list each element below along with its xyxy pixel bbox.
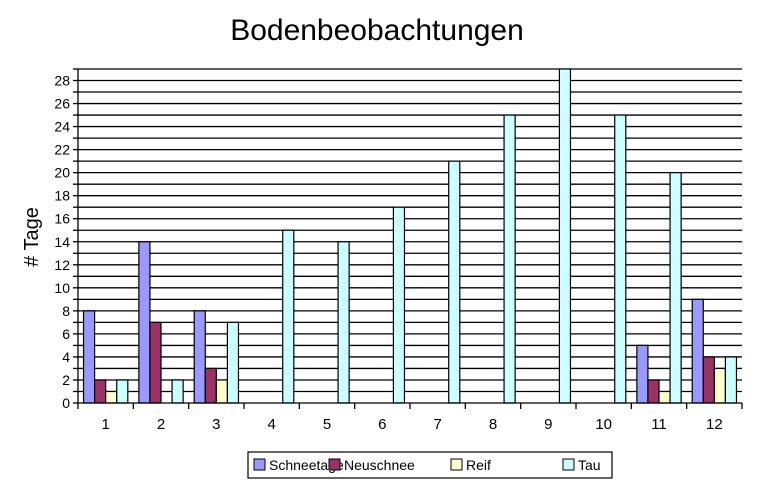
y-axis-label: # Tage xyxy=(21,207,43,267)
bar-neuschnee xyxy=(204,367,217,404)
bar-tau xyxy=(116,379,129,404)
y-tick-label: 10 xyxy=(54,280,70,296)
legend-label-neuschnee: Neuschnee xyxy=(344,457,415,473)
x-tick-label: 11 xyxy=(651,416,667,433)
bar-neuschnee xyxy=(93,379,107,404)
x-tick-label: 4 xyxy=(267,416,275,433)
legend-label-tau: Tau xyxy=(578,457,601,473)
legend-swatch-neuschnee xyxy=(328,458,341,471)
y-tick-label: 14 xyxy=(54,234,70,250)
x-tick-label: 5 xyxy=(323,416,331,433)
x-tick-label: 2 xyxy=(157,416,165,433)
bar-tau xyxy=(503,114,516,404)
bar-reif xyxy=(105,390,118,404)
x-tick-label: 7 xyxy=(433,416,441,433)
x-tick-label: 3 xyxy=(212,416,220,433)
bar-tau xyxy=(614,114,627,404)
bar-tau xyxy=(669,172,682,404)
chart-title: Bodenbeobachtungen xyxy=(230,14,524,47)
legend-swatch-schneetage xyxy=(253,458,266,471)
y-tick-label: 20 xyxy=(54,165,70,181)
bar-neuschnee xyxy=(647,379,660,404)
legend-swatch-reif xyxy=(450,458,463,471)
y-tick-label: 16 xyxy=(54,211,70,227)
bars xyxy=(82,68,738,404)
legend-label-schneetage: Schneetage xyxy=(269,457,344,473)
bar-reif xyxy=(658,390,671,404)
y-tick-label: 26 xyxy=(54,96,70,112)
bar-tau xyxy=(558,68,572,404)
legend-box xyxy=(247,451,613,479)
bar-schneetage xyxy=(193,310,206,404)
x-tick-label: 6 xyxy=(378,416,386,433)
y-tick-label: 6 xyxy=(62,326,70,342)
legend-label-reif: Reif xyxy=(466,457,491,473)
bar-tau xyxy=(337,241,350,404)
y-tick-label: 2 xyxy=(62,372,70,388)
bar-reif xyxy=(713,367,726,404)
bar-tau xyxy=(724,356,738,404)
bar-schneetage xyxy=(691,298,704,404)
x-tick-label: 12 xyxy=(706,416,723,433)
y-tick-label: 28 xyxy=(54,73,70,89)
bar-schneetage xyxy=(636,344,649,404)
x-tick-label: 1 xyxy=(101,416,109,433)
gridlines xyxy=(78,68,742,393)
y-tick-label: 0 xyxy=(62,395,70,411)
bar-tau xyxy=(171,379,184,404)
bar-tau xyxy=(226,321,240,404)
bar-schneetage xyxy=(82,310,96,404)
bar-neuschnee xyxy=(702,356,715,404)
y-tick-label: 8 xyxy=(62,303,70,319)
x-tick-label: 9 xyxy=(544,416,552,433)
legend: Schneetage Neuschnee Reif Tau xyxy=(247,451,613,479)
legend-swatch-tau xyxy=(562,458,575,471)
y-tick-label: 24 xyxy=(54,119,70,135)
y-tick-label: 22 xyxy=(54,142,70,158)
bar-schneetage xyxy=(138,241,151,404)
bar-reif xyxy=(215,379,228,404)
y-tick-label: 4 xyxy=(62,349,70,365)
bar-tau xyxy=(392,206,406,404)
bar-neuschnee xyxy=(149,321,162,404)
y-tick-label: 12 xyxy=(54,257,70,273)
x-tick-label: 8 xyxy=(489,416,497,433)
bar-tau xyxy=(282,229,295,404)
y-tick-label: 18 xyxy=(54,188,70,204)
x-tick-label: 10 xyxy=(595,416,612,433)
bar-tau xyxy=(448,160,461,404)
